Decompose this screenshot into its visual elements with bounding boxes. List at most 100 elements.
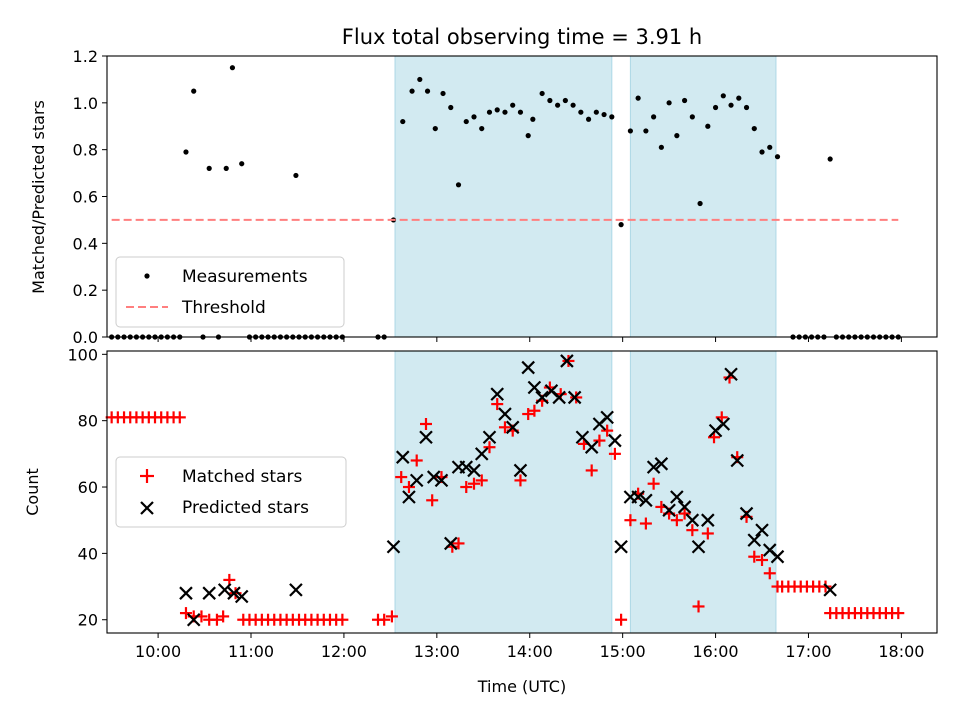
measurement-point: [728, 102, 734, 108]
top-legend: Measurements Threshold: [115, 256, 345, 328]
matched-star-point: [452, 537, 465, 550]
predicted-star-point: [670, 490, 684, 504]
predicted-star-point: [443, 536, 458, 551]
top-ytick-label-1: 0.2: [73, 281, 98, 300]
measurement-point: [471, 114, 477, 120]
measurement-point: [494, 107, 500, 113]
predicted-star-point: [677, 500, 692, 514]
xtick-label-7: 17:00: [785, 642, 831, 661]
top-panel: 0.0 0.2 0.4 0.6 0.8 1.0 1.2 Matched/Predicted …: [29, 47, 938, 347]
top-ytick-label-5: 1.0: [73, 94, 98, 113]
matched-star-point: [467, 477, 480, 490]
chart-title: Flux total observing time = 3.91 h: [342, 25, 702, 49]
matched-star-point: [678, 507, 691, 520]
measurement-point: [525, 133, 531, 139]
matched-star-point: [460, 481, 473, 494]
measurement-point: [681, 97, 688, 104]
predicted-star-point: [234, 589, 249, 604]
measurement-point: [539, 90, 545, 97]
bottom-xlabel: Time (UTC): [477, 677, 566, 696]
top-ytick-label-4: 0.8: [73, 141, 98, 160]
legend-matched-marker: [140, 469, 154, 483]
bottom-legend: Matched stars Predicted stars: [115, 456, 347, 528]
top-axes-frame: [106, 55, 938, 338]
predicted-star-point: [202, 586, 216, 600]
matched-star-point: [639, 517, 652, 530]
top-ytick-label-0: 0.0: [73, 328, 98, 347]
legend-threshold-label: Threshold: [181, 298, 266, 318]
measurement-point: [239, 161, 245, 167]
measurement-point: [229, 65, 236, 71]
xtick-label-4: 14:00: [507, 642, 553, 661]
matched-star-point: [892, 607, 905, 620]
matched-star-point: [475, 474, 488, 487]
matched-star-point: [756, 554, 769, 567]
predicted-star-point: [386, 539, 401, 554]
bottom-panel: 10:00 11:00 12:00 13:00 14:00 15:00 16:00 17:00…: [23, 345, 938, 696]
matched-star-point: [647, 477, 660, 490]
measurement-point: [555, 102, 561, 108]
measurement-point: [651, 114, 657, 120]
measurement-point: [547, 97, 553, 104]
measurement-point: [293, 172, 299, 179]
bottom-axes-ticks: 10:00 11:00 12:00 13:00 14:00 15:00 16:00 17:00…: [67, 345, 924, 661]
top-shaded-intervals: [394, 55, 777, 338]
predicted-star-point: [584, 440, 599, 454]
top-legend-box: [115, 256, 345, 328]
predicted-star-point: [724, 367, 738, 382]
measurement-point: [432, 125, 438, 132]
legend-predicted-marker: [140, 501, 154, 515]
xtick-label-1: 11:00: [228, 642, 274, 661]
measurement-point: [658, 144, 664, 150]
predicted-star-point: [402, 490, 416, 504]
matched-star-point: [483, 441, 496, 454]
bottom-legend-box: [115, 456, 347, 528]
xtick-label-8: 18:00: [878, 642, 924, 661]
predicted-star-point: [770, 549, 785, 564]
bottom-shaded-intervals: [394, 350, 777, 634]
measurement-point: [593, 109, 599, 115]
predicted-star-point: [639, 493, 653, 508]
predicted-star-point: [474, 447, 489, 461]
xtick-label-5: 15:00: [600, 642, 646, 661]
predicted-star-point: [490, 387, 505, 401]
predicted-star-point: [217, 583, 232, 597]
bottom-ytick-label-2: 60: [78, 478, 98, 497]
predicted-star-point: [600, 410, 614, 425]
predicted-star-point: [505, 420, 520, 435]
matched-star-point: [601, 424, 614, 437]
measurement-point: [585, 116, 592, 122]
matched-star-point: [410, 454, 423, 467]
measurement-point: [223, 165, 229, 171]
matched-star-point: [585, 464, 598, 477]
predicted-star-point: [646, 460, 661, 474]
measurement-point: [712, 104, 719, 111]
measurement-point: [751, 125, 757, 132]
bottom-ytick-label-4: 100: [67, 345, 98, 364]
predicted-star-point: [426, 470, 441, 484]
measurement-point: [448, 104, 454, 111]
matched-star-point: [686, 524, 699, 537]
matched-star-point: [173, 411, 186, 424]
top-shaded-interval-0: [394, 55, 613, 338]
bottom-ytick-label-0: 20: [78, 611, 98, 630]
predicted-star-point: [739, 506, 754, 521]
measurement-point: [827, 156, 833, 162]
legend-measurements-label: Measurements: [182, 267, 308, 287]
measurement-point: [440, 90, 446, 97]
matched-star-point: [593, 434, 606, 447]
predicted-star-point: [482, 430, 497, 445]
matched-star-point: [692, 600, 705, 613]
top-ylabel: Matched/Predicted stars: [29, 100, 48, 294]
measurement-point: [183, 149, 189, 155]
top-ytick-label-6: 1.2: [73, 47, 98, 66]
xtick-label-2: 12:00: [321, 642, 367, 661]
predicted-star-point: [227, 586, 241, 600]
measurement-point: [689, 114, 695, 120]
measurement-point: [674, 133, 680, 139]
xtick-label-0: 10:00: [135, 642, 181, 661]
measurement-point: [562, 97, 568, 104]
measurement-point: [463, 118, 469, 125]
measurement-point: [767, 144, 773, 150]
